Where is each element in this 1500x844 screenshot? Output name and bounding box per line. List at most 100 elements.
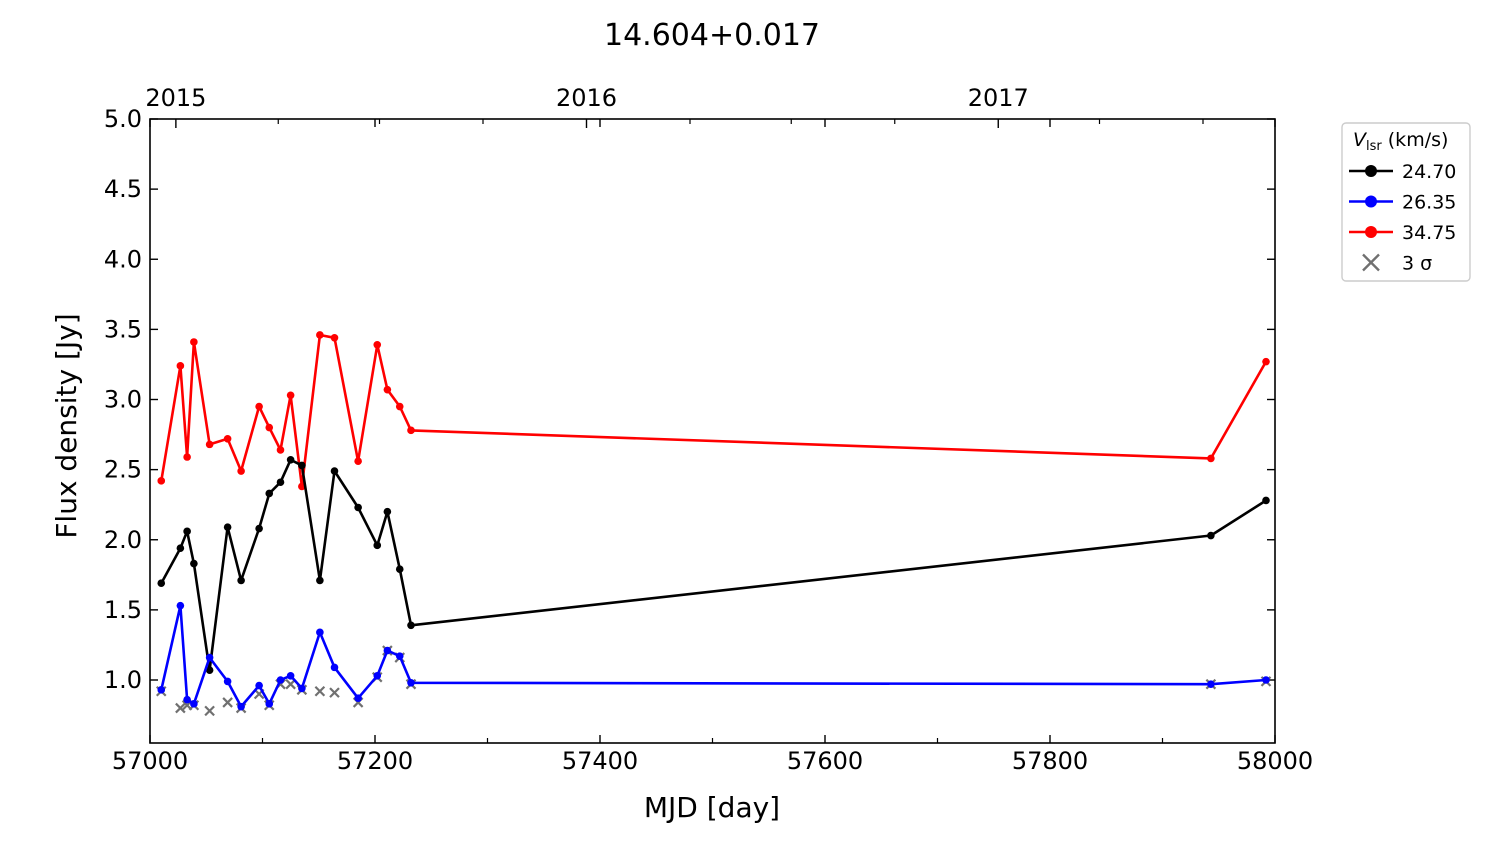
- data-point: [354, 457, 362, 466]
- data-point: [176, 362, 185, 370]
- sigma-point: [285, 678, 296, 690]
- data-point: [373, 541, 382, 550]
- data-point: [330, 333, 339, 342]
- data-point: [276, 676, 285, 684]
- data-point: [354, 694, 362, 703]
- data-point: [265, 700, 274, 708]
- legend-box: [1341, 122, 1471, 282]
- data-point: [1262, 496, 1270, 505]
- data-point: [395, 652, 404, 660]
- data-point: [157, 579, 166, 588]
- x-tick-label: 57200: [337, 747, 413, 775]
- data-point: [255, 681, 263, 690]
- data-point: [395, 565, 404, 574]
- x-tick-label: 58000: [1237, 747, 1313, 775]
- chart-title: 14.604+0.017: [604, 18, 820, 53]
- series-layer: [155, 331, 1272, 717]
- data-point: [1262, 676, 1270, 684]
- data-point: [190, 700, 198, 708]
- legend-title-sub: lsr: [1366, 139, 1382, 154]
- legend-sigma-label: 3 σ: [1402, 253, 1432, 275]
- x-tick-label: 57400: [562, 747, 638, 775]
- series-line-24.70: [160, 458, 1267, 672]
- data-point: [373, 671, 382, 680]
- legend-title: Vlsr (km/s): [1353, 129, 1448, 154]
- data-point: [395, 402, 404, 411]
- data-point: [407, 679, 415, 687]
- data-point: [298, 461, 306, 470]
- data-point: [286, 671, 295, 680]
- data-point: [205, 440, 214, 449]
- data-point: [223, 677, 232, 686]
- data-point: [205, 666, 214, 674]
- data-point: [316, 576, 324, 585]
- data-point: [237, 576, 245, 585]
- legend-entry-label: 26.35: [1402, 192, 1456, 214]
- data-point: [383, 385, 392, 394]
- legend: Vlsr (km/s) 24.70 26.35 34.75 3 σ: [1341, 122, 1471, 282]
- data-point: [265, 423, 274, 432]
- data-point: [183, 453, 191, 461]
- data-point: [276, 446, 285, 454]
- legend-sigma-marker: [1362, 253, 1380, 272]
- data-point: [330, 467, 339, 475]
- sigma-point: [175, 702, 186, 714]
- x-tick-label: 57600: [787, 747, 863, 775]
- data-point: [265, 489, 274, 498]
- data-point: [276, 478, 285, 487]
- legend-title-main: V: [1353, 129, 1368, 151]
- plot-frame: [149, 118, 1276, 744]
- y-tick-label: 3.0: [104, 386, 142, 414]
- data-point: [237, 702, 245, 711]
- sigma-point: [222, 697, 233, 708]
- y-tick-label: 4.5: [104, 175, 142, 203]
- y-tick-label: 4.0: [104, 245, 142, 273]
- y-tick-label: 5.0: [104, 105, 142, 133]
- data-point: [157, 686, 166, 694]
- sigma-point: [204, 705, 215, 717]
- data-point: [157, 477, 166, 485]
- y-tick-label: 3.5: [104, 315, 142, 343]
- y-axis-label: Flux density [Jy]: [50, 313, 83, 538]
- data-point: [316, 331, 324, 339]
- x-tick-label: 57800: [1012, 747, 1088, 775]
- y-tick-label: 1.0: [104, 666, 142, 694]
- data-point: [407, 621, 415, 630]
- data-point: [383, 646, 392, 655]
- data-point: [237, 467, 245, 475]
- legend-entry-label: 34.75: [1402, 222, 1456, 244]
- legend-entry-label: 24.70: [1402, 161, 1456, 183]
- data-point: [286, 456, 295, 464]
- data-point: [255, 524, 263, 533]
- series-line-26.35: [160, 604, 1267, 708]
- data-point: [383, 507, 392, 516]
- x-axis-label: MJD [day]: [644, 791, 780, 824]
- legend-title-unit: (km/s): [1382, 129, 1449, 151]
- sigma-point: [314, 685, 326, 697]
- data-point: [176, 544, 185, 552]
- year-tick-label: 2016: [556, 84, 617, 112]
- data-point: [176, 601, 185, 610]
- year-tick-label: 2015: [145, 84, 206, 112]
- x-tick-label: 57000: [112, 747, 188, 775]
- data-point: [1262, 357, 1270, 366]
- y-tick-label: 2.0: [104, 526, 142, 554]
- data-point: [330, 663, 339, 672]
- axis-ticks: 57000 57200 57400 57600 57800 58000 1.0 1.5 2.0 2…: [104, 84, 1313, 775]
- legend-marker: [1365, 226, 1377, 238]
- data-point: [183, 527, 191, 536]
- data-point: [223, 523, 232, 531]
- y-tick-label: 1.5: [104, 596, 142, 624]
- year-tick-label: 2017: [968, 84, 1029, 112]
- data-point: [354, 503, 362, 512]
- data-point: [286, 391, 295, 400]
- data-point: [298, 684, 306, 693]
- data-point: [255, 402, 263, 411]
- data-point: [1207, 531, 1215, 540]
- series-line-34.75: [160, 333, 1268, 488]
- data-point: [205, 653, 214, 662]
- data-point: [1207, 680, 1215, 689]
- legend-marker: [1365, 195, 1377, 208]
- data-point: [373, 341, 382, 349]
